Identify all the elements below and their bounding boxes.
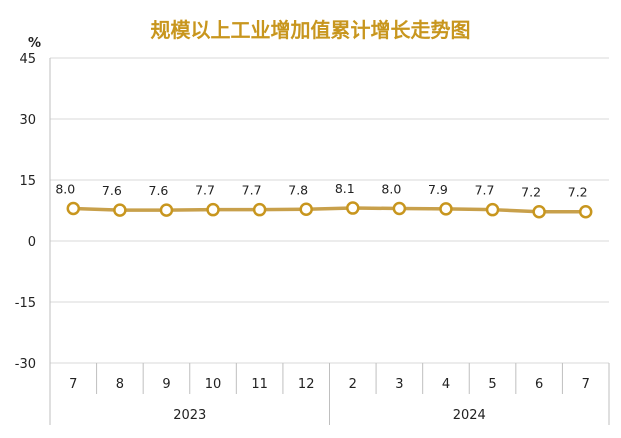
year-labels: 2023 2024 (173, 408, 486, 423)
x-tick-label: 2 (349, 377, 357, 392)
y-tick-label: 30 (19, 113, 36, 128)
x-tick-label: 5 (488, 377, 496, 392)
data-point (392, 201, 407, 216)
chart-title: 规模以上工业增加值累计增长走势图 (150, 18, 471, 42)
y-tick-label: -30 (15, 357, 36, 372)
year-label: 2023 (173, 408, 206, 423)
data-label: 8.0 (55, 181, 75, 196)
y-tick-label: 15 (19, 174, 36, 189)
data-label: 7.2 (521, 185, 541, 200)
series (66, 201, 593, 219)
data-point (66, 201, 81, 216)
data-label: 7.7 (475, 183, 495, 198)
data-point (578, 204, 593, 219)
data-label: 8.0 (381, 181, 401, 196)
y-tick-labels: 45 30 15 0 -15 -30 (15, 52, 36, 372)
data-point (346, 201, 360, 215)
y-tick-label: 0 (28, 235, 36, 250)
data-label: 7.8 (288, 182, 308, 197)
x-tick-label: 3 (395, 377, 403, 392)
data-point (532, 204, 546, 219)
data-point (439, 202, 453, 216)
data-label: 7.7 (242, 183, 262, 198)
x-tick-label: 12 (298, 377, 315, 392)
series-line (73, 206, 586, 214)
data-point (113, 203, 127, 217)
x-tick-label: 4 (442, 377, 450, 392)
data-label: 7.6 (102, 183, 122, 198)
data-point (252, 202, 267, 217)
x-tick-label: 7 (582, 377, 590, 392)
x-tick-label: 8 (116, 377, 124, 392)
y-tick-label: 45 (19, 52, 36, 67)
data-point (485, 202, 500, 217)
year-label: 2024 (453, 408, 486, 423)
data-point (206, 202, 220, 217)
axes (49, 58, 610, 425)
data-point (299, 202, 313, 217)
y-axis-unit-label: % (28, 36, 41, 51)
data-label: 7.6 (149, 183, 169, 198)
x-tick-labels: 7 8 9 10 11 12 2 3 4 5 6 7 (69, 377, 590, 392)
data-label: 7.2 (568, 185, 588, 200)
data-labels: 8.0 7.6 7.6 7.7 7.7 7.8 8.1 8.0 7.9 7.7 7.2 7.2 (55, 181, 587, 200)
x-tick-label: 11 (251, 377, 268, 392)
y-tick-label: -15 (15, 296, 36, 311)
x-tick-label: 10 (205, 377, 222, 392)
data-label: 7.9 (428, 182, 448, 197)
data-label: 7.7 (195, 183, 215, 198)
data-label: 8.1 (335, 181, 355, 196)
x-tick-label: 7 (69, 377, 77, 392)
data-point (159, 203, 174, 217)
x-tick-label: 6 (535, 377, 543, 392)
x-tick-label: 9 (162, 377, 170, 392)
